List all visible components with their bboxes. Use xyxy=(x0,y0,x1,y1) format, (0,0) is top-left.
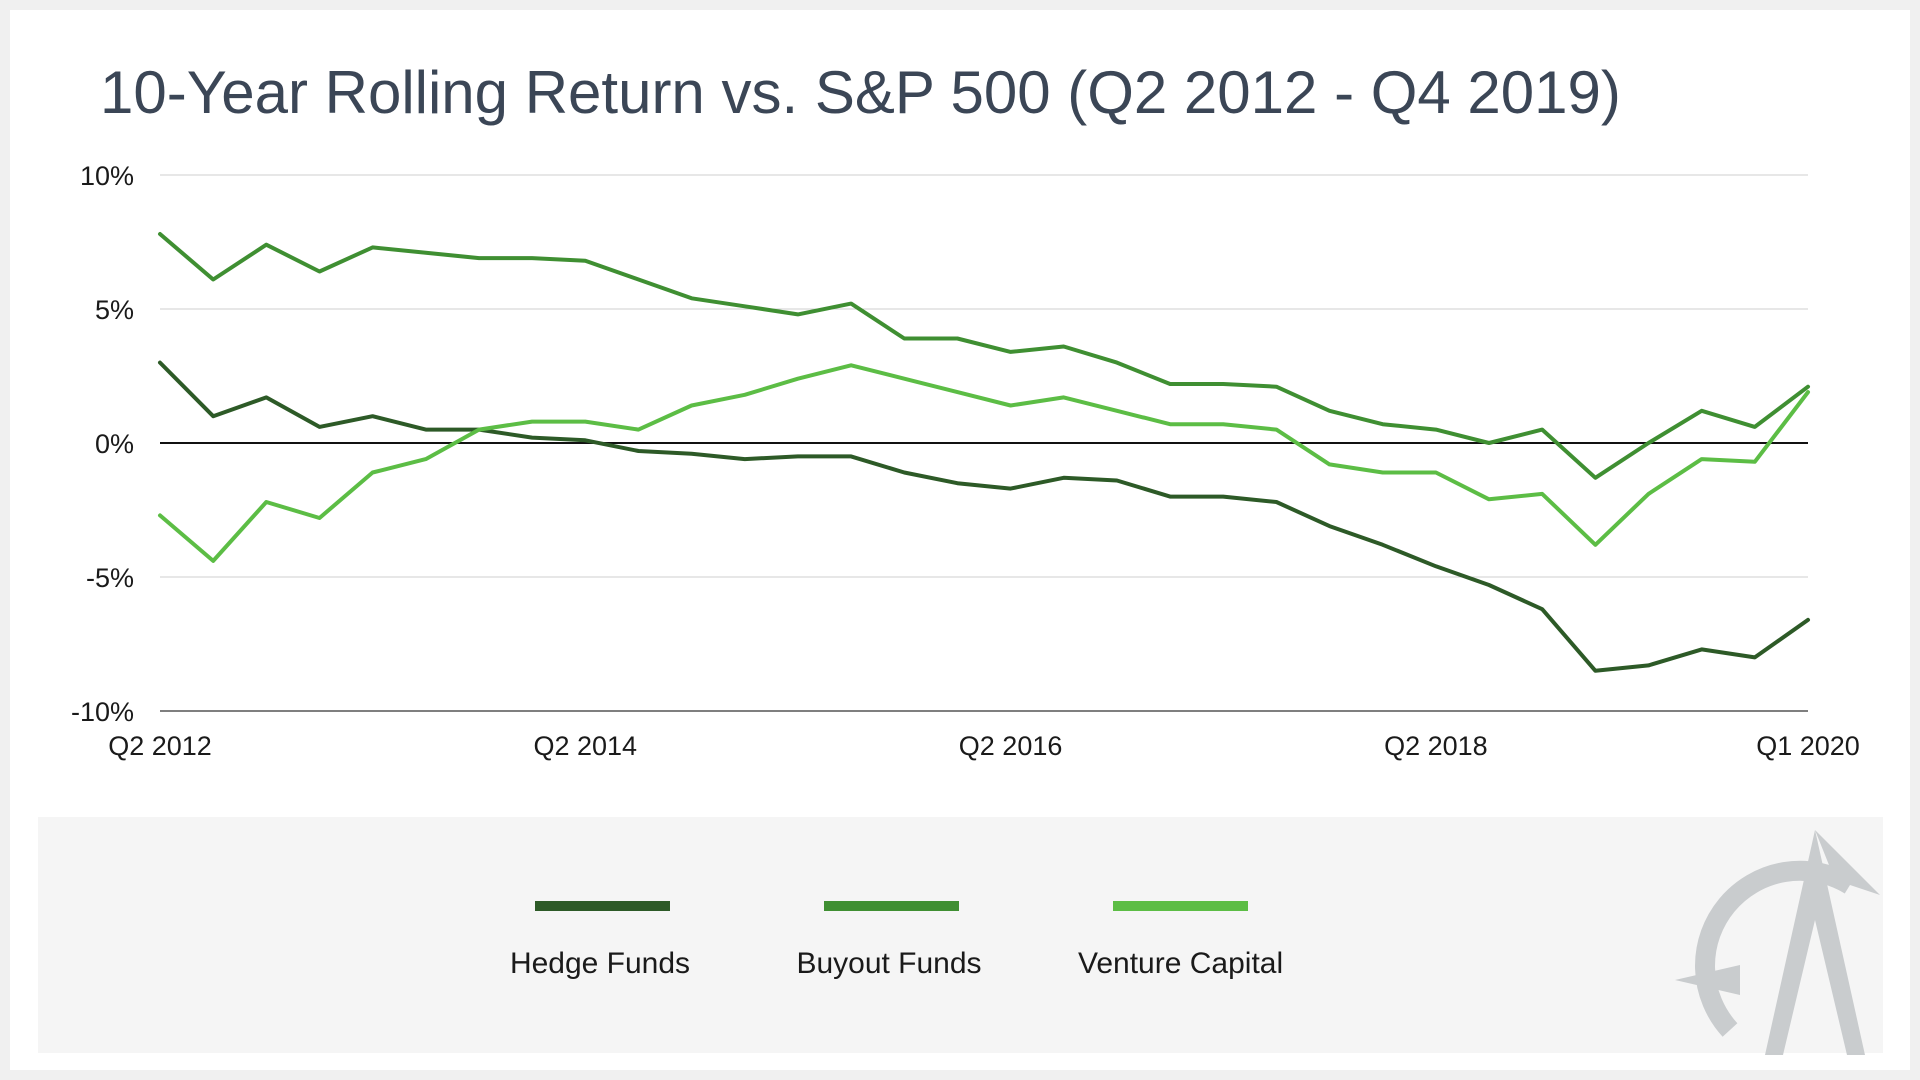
grid-lines xyxy=(160,174,1808,712)
legend: Hedge Funds Buyout Funds Venture Capital xyxy=(38,817,1883,1053)
series-line-hedge-funds xyxy=(158,360,1810,673)
legend-label-buyout-funds: Buyout Funds xyxy=(796,947,982,980)
compass-logo-icon xyxy=(1675,830,1880,1055)
y-tick-label: 0% xyxy=(95,429,134,459)
legend-label-venture-capital: Venture Capital xyxy=(1078,947,1284,980)
legend-label-hedge-funds: Hedge Funds xyxy=(509,947,691,980)
x-tick-label: Q2 2016 xyxy=(959,731,1063,761)
chart-card: 10-Year Rolling Return vs. S&P 500 (Q2 2… xyxy=(10,10,1910,1070)
y-tick-label: 10% xyxy=(80,161,134,191)
x-tick-label: Q2 2014 xyxy=(533,731,637,761)
y-tick-label: -10% xyxy=(71,697,134,727)
y-axis-ticks: 10% 5% 0% -5% -10% xyxy=(71,161,134,727)
x-tick-label: Q1 2020 xyxy=(1756,731,1860,761)
series-line-buyout-funds xyxy=(158,232,1810,480)
chart-title: 10-Year Rolling Return vs. S&P 500 (Q2 2… xyxy=(100,59,1621,126)
y-tick-label: 5% xyxy=(95,295,134,325)
legend-swatch-hedge-funds xyxy=(535,901,670,911)
x-axis-ticks: Q2 2012 Q2 2014 Q2 2016 Q2 2018 Q1 2020 xyxy=(108,731,1860,761)
legend-item-buyout-funds: Buyout Funds xyxy=(789,817,989,1053)
series-lines xyxy=(158,232,1810,673)
line-chart: 10%5%0%-5%-10% Q2 2012 Q2 2014 Q2 2016 Q2 2… xyxy=(71,161,1860,761)
legend-item-venture-capital: Venture Capital xyxy=(1078,817,1284,1053)
legend-swatch-buyout-funds xyxy=(824,901,959,911)
x-tick-label: Q2 2018 xyxy=(1384,731,1488,761)
x-tick-label: Q2 2012 xyxy=(108,731,212,761)
y-tick-label: -5% xyxy=(86,563,134,593)
legend-item-hedge-funds: Hedge Funds xyxy=(500,817,700,1053)
legend-swatch-venture-capital xyxy=(1113,901,1248,911)
series-line-venture-capital xyxy=(158,363,1810,563)
